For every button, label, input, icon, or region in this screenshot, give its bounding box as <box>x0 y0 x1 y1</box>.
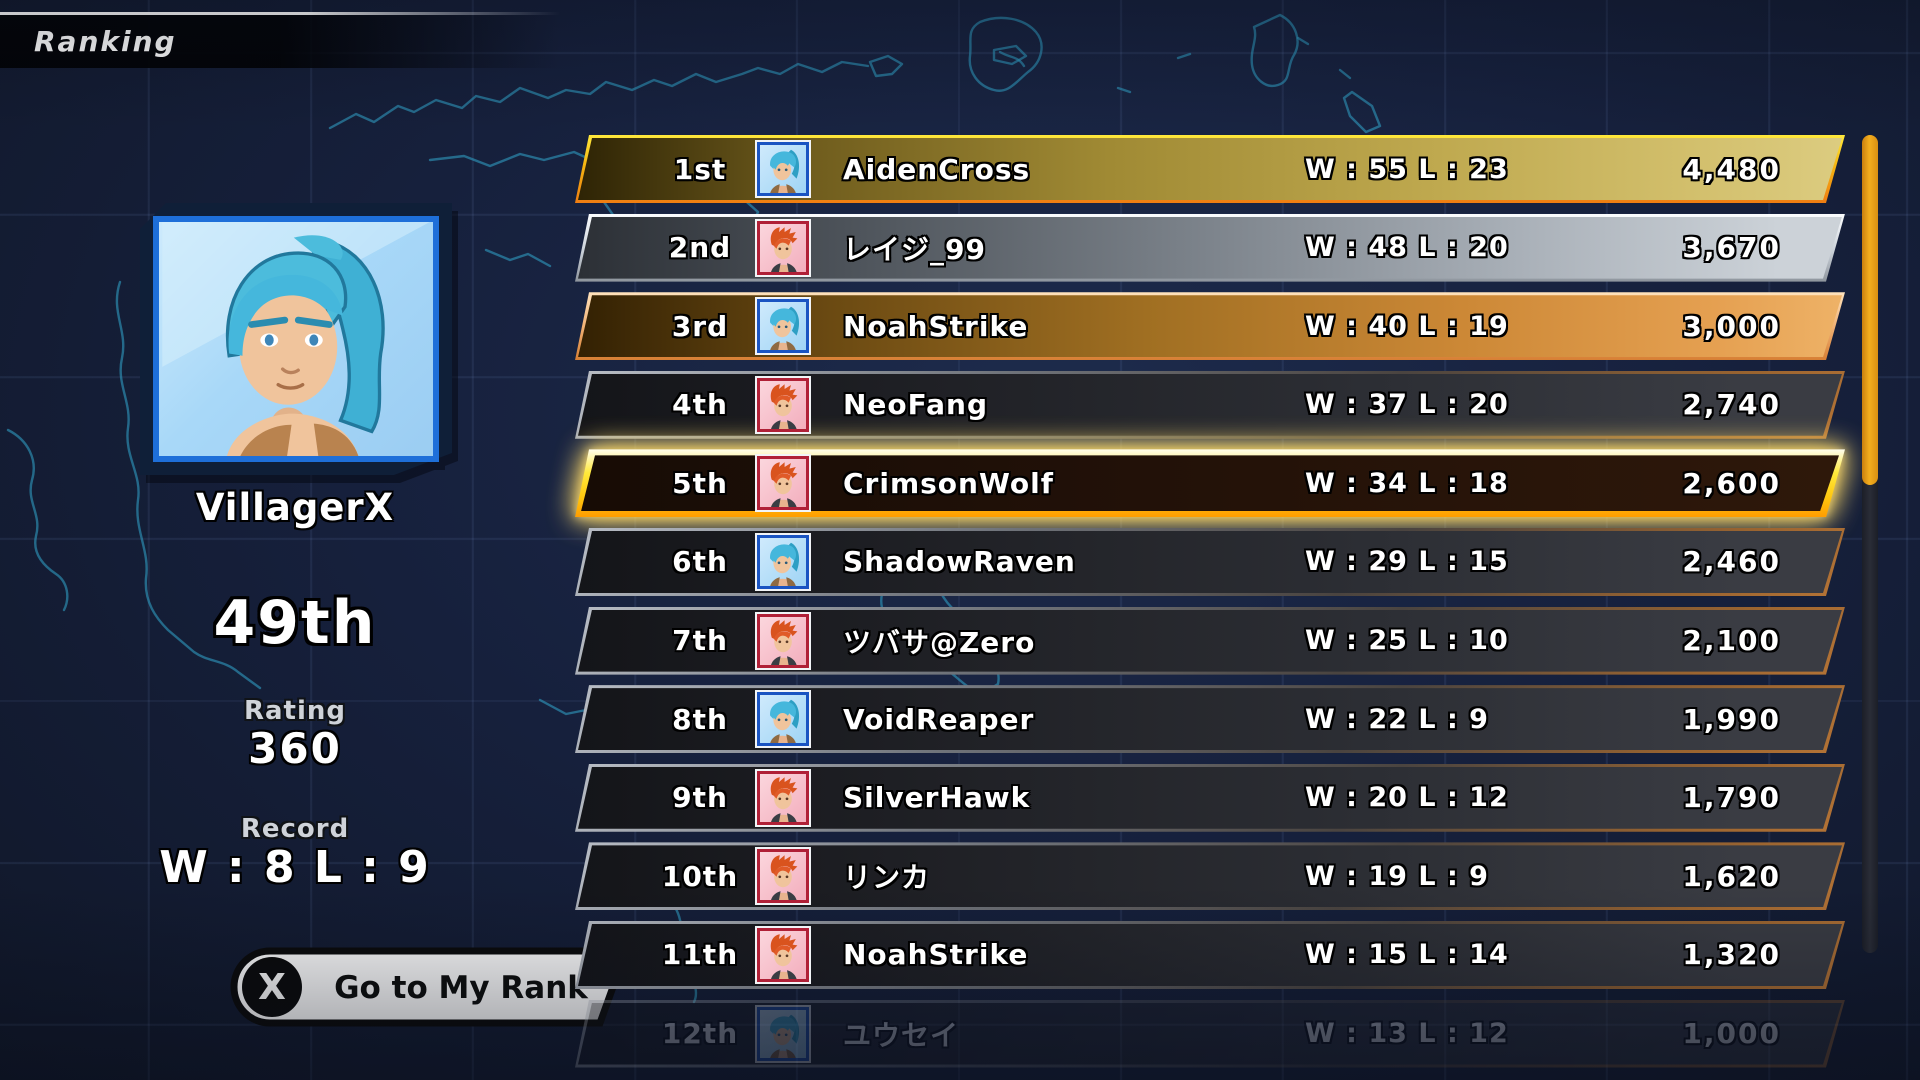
avatar-red-character-icon <box>755 218 811 277</box>
rank-cell: 5th <box>672 466 728 500</box>
win-loss-cell: W : 29 L : 15 <box>1305 546 1509 578</box>
avatar-red-character-icon <box>755 847 811 906</box>
win-loss-cell: W : 40 L : 19 <box>1305 310 1509 342</box>
avatar-red-character-icon <box>755 454 811 513</box>
banner-topline <box>0 12 560 15</box>
rank-cell: 10th <box>661 859 739 893</box>
row-border <box>575 1000 1845 1068</box>
rating-label: Rating <box>243 696 347 726</box>
win-loss-cell: W : 37 L : 20 <box>1305 389 1509 421</box>
rank-cell: 7th <box>672 624 728 658</box>
rank-cell: 11th <box>661 938 739 972</box>
avatar-blue-character-icon <box>755 140 811 198</box>
row-fill <box>578 1003 1842 1065</box>
score-cell: 1,000 <box>1682 1017 1781 1051</box>
player-name-cell: ユウセイ <box>843 1018 960 1052</box>
leaderboard-row[interactable]: 6th ShadowRaven W : 29 L : 15 2,460 <box>575 528 1845 596</box>
leaderboard-row[interactable]: 11th NoahStrike W : 15 L : 14 1,320 <box>575 921 1845 989</box>
player-name-cell: SilverHawk <box>843 781 1031 815</box>
player-name: VillagerX <box>195 486 395 529</box>
score-cell: 1,320 <box>1682 938 1781 972</box>
record-value: W : 8 L : 9 <box>159 842 431 893</box>
leaderboard-row[interactable]: 1st AidenCross W : 55 L : 23 4,480 <box>575 135 1845 203</box>
avatar-blue-character-icon <box>755 1004 811 1063</box>
player-name-cell: VoidReaper <box>843 702 1035 736</box>
rank-cell: 2nd <box>668 231 732 265</box>
go-to-my-rank-button[interactable]: X Go to My Rank <box>226 946 650 1028</box>
score-cell: 3,000 <box>1682 309 1781 343</box>
player-character-art <box>162 222 430 456</box>
win-loss-cell: W : 13 L : 12 <box>1305 1018 1509 1050</box>
leaderboard-row[interactable]: 12th ユウセイ W : 13 L : 12 1,000 <box>575 1000 1845 1068</box>
score-cell: 2,740 <box>1682 388 1781 422</box>
score-cell: 2,600 <box>1682 466 1781 500</box>
win-loss-cell: W : 22 L : 9 <box>1305 703 1489 735</box>
score-cell: 2,460 <box>1682 545 1781 579</box>
leaderboard-row[interactable]: 10th リンカ W : 19 L : 9 1,620 <box>575 842 1845 910</box>
x-key-icon <box>242 957 302 1017</box>
win-loss-cell: W : 55 L : 23 <box>1305 153 1509 185</box>
portrait-photo <box>159 222 433 456</box>
win-loss-cell: W : 19 L : 9 <box>1305 860 1489 892</box>
record-label: Record <box>240 814 350 844</box>
rank-cell: 9th <box>672 781 728 815</box>
leaderboard-row[interactable]: 2nd レイジ_99 W : 48 L : 20 3,670 <box>575 214 1845 282</box>
leaderboard-row[interactable]: 7th ツバサ@Zero W : 25 L : 10 2,100 <box>575 607 1845 675</box>
rank-cell: 4th <box>672 388 728 422</box>
score-cell: 1,990 <box>1682 702 1781 736</box>
player-name-cell: ツバサ@Zero <box>843 625 1036 659</box>
player-portrait <box>140 203 452 475</box>
player-name-cell: AidenCross <box>843 152 1031 186</box>
x-key-label: X <box>258 967 286 1008</box>
leaderboard: 1st AidenCross W : 55 L : 23 4,480 2nd レイジ_… <box>575 135 1845 1078</box>
leaderboard-row[interactable]: 4th NeoFang W : 37 L : 20 2,740 <box>575 371 1845 439</box>
rank-cell: 3rd <box>671 309 729 343</box>
player-name-cell: NoahStrike <box>843 309 1029 343</box>
score-cell: 1,620 <box>1682 859 1781 893</box>
player-rank: 49th <box>213 588 377 658</box>
avatar-blue-character-icon <box>755 690 811 749</box>
win-loss-cell: W : 20 L : 12 <box>1305 782 1509 814</box>
player-name-cell: NoahStrike <box>843 938 1029 972</box>
avatar-red-character-icon <box>755 611 811 670</box>
player-name-cell: NeoFang <box>843 388 989 422</box>
leaderboard-scrollbar-thumb[interactable] <box>1862 135 1878 485</box>
player-name-cell: ShadowRaven <box>843 545 1076 579</box>
score-cell: 3,670 <box>1682 231 1781 265</box>
leaderboard-row[interactable]: 3rd NoahStrike W : 40 L : 19 3,000 <box>575 292 1845 360</box>
avatar-red-character-icon <box>755 375 811 434</box>
score-cell: 4,480 <box>1682 152 1781 186</box>
player-name-cell: リンカ <box>843 861 931 895</box>
leaderboard-row-highlighted[interactable]: 5th CrimsonWolf W : 34 L : 18 2,600 <box>575 449 1845 517</box>
score-cell: 2,100 <box>1682 624 1781 658</box>
win-loss-cell: W : 48 L : 20 <box>1305 232 1509 264</box>
leaderboard-row[interactable]: 8th VoidReaper W : 22 L : 9 1,990 <box>575 685 1845 753</box>
rank-cell: 6th <box>672 545 728 579</box>
player-name-cell: CrimsonWolf <box>843 466 1054 500</box>
win-loss-cell: W : 34 L : 18 <box>1305 467 1509 499</box>
win-loss-cell: W : 15 L : 14 <box>1305 939 1509 971</box>
avatar-blue-character-icon <box>755 297 811 356</box>
ranking-banner: Ranking <box>0 12 560 68</box>
score-cell: 1,790 <box>1682 781 1781 815</box>
go-to-my-rank-label: Go to My Rank <box>334 970 589 1006</box>
player-name-cell: レイジ_99 <box>843 232 986 266</box>
leaderboard-scrollbar-track[interactable] <box>1862 135 1878 953</box>
leaderboard-row[interactable]: 9th SilverHawk W : 20 L : 12 1,790 <box>575 764 1845 832</box>
rank-cell: 1st <box>673 152 727 186</box>
rank-cell: 12th <box>661 1017 739 1051</box>
avatar-red-character-icon <box>755 768 811 827</box>
rank-cell: 8th <box>672 702 728 736</box>
avatar-red-character-icon <box>755 925 811 984</box>
rating-value: 360 <box>248 724 342 773</box>
page-title: Ranking <box>34 25 177 58</box>
win-loss-cell: W : 25 L : 10 <box>1305 625 1509 657</box>
avatar-blue-character-icon <box>755 532 811 591</box>
